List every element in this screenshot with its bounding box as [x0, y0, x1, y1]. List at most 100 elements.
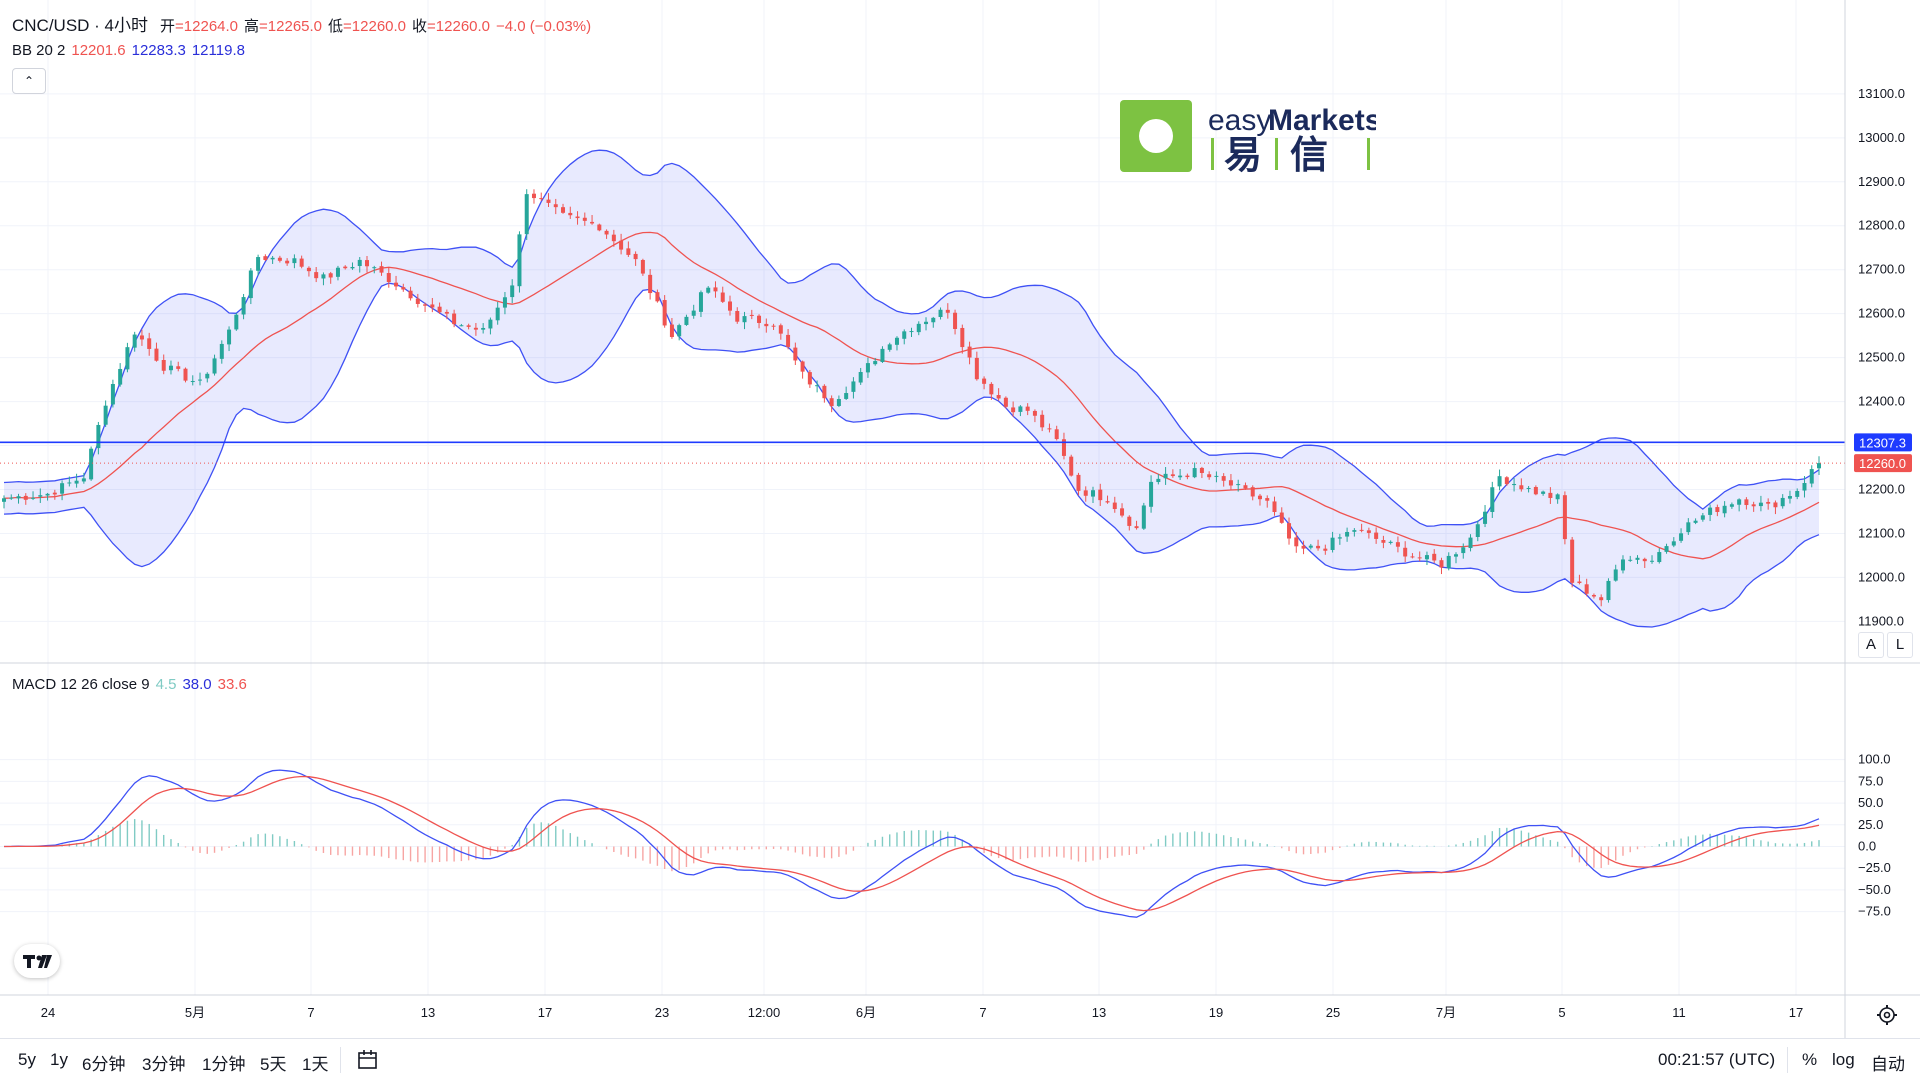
candle-body — [1185, 475, 1190, 478]
price-tick-label: 12600.0 — [1858, 306, 1905, 321]
candle-body — [1773, 502, 1778, 508]
timeframe-6m[interactable]: 6分钟 — [82, 1055, 126, 1074]
timeframe-5d[interactable]: 5天 — [260, 1055, 287, 1074]
candle-body — [67, 482, 72, 484]
percent-toggle[interactable]: % — [1802, 1050, 1818, 1069]
candle-body — [706, 287, 711, 293]
price-tick-label: 12800.0 — [1858, 218, 1905, 233]
toolbar-divider — [1787, 1047, 1788, 1073]
candle-body — [241, 297, 246, 315]
candle-body — [1170, 474, 1175, 477]
log-scale-button[interactable]: L — [1887, 632, 1913, 658]
macd-legend[interactable]: MACD 12 26 close 9 4.5 38.0 33.6 — [12, 676, 253, 693]
candle-body — [960, 327, 965, 348]
bb-legend[interactable]: BB 20 2 12201.6 12283.3 12119.8 — [12, 42, 251, 59]
candle-body — [1061, 439, 1066, 456]
candle-body — [633, 253, 638, 260]
candle-body — [234, 314, 239, 330]
candle-body — [459, 325, 464, 327]
candle-body — [865, 363, 870, 373]
candle-body — [1323, 548, 1328, 551]
candle-body — [1620, 559, 1625, 571]
signal-line — [4, 775, 1820, 912]
open-value: =12264.0 — [175, 18, 239, 35]
last-price-tag — [1854, 454, 1912, 473]
collapse-legend-button[interactable]: ⌃ — [12, 68, 46, 94]
macd-value: 38.0 — [182, 676, 212, 693]
hline-price-tag — [1854, 433, 1912, 452]
candle-body — [1337, 537, 1342, 539]
candle-body — [1555, 494, 1560, 500]
candle-body — [350, 266, 355, 269]
candle-body — [662, 300, 667, 326]
calendar-range-icon[interactable] — [356, 1048, 380, 1077]
candle-body — [510, 285, 515, 298]
candle-body — [967, 346, 972, 358]
time-tick-label: 17 — [1789, 1005, 1803, 1020]
candle-body — [306, 267, 311, 272]
candle-body — [1541, 491, 1546, 494]
bb-name: BB 20 2 — [12, 42, 66, 59]
candle-body — [619, 240, 624, 250]
auto-scale-button[interactable]: A — [1858, 632, 1884, 658]
candle-body — [335, 267, 340, 277]
candle-body — [1512, 483, 1517, 486]
candle-body — [894, 337, 899, 345]
candle-body — [1272, 501, 1277, 512]
candle-body — [1330, 537, 1335, 550]
symbol-title[interactable]: CNC/USD · 4小时 — [12, 16, 149, 35]
candle-body — [1403, 547, 1408, 557]
candle-body — [110, 384, 115, 405]
candle-body — [1163, 473, 1168, 479]
candle-body — [248, 270, 253, 299]
candle-body — [103, 405, 108, 425]
candle-body — [1149, 481, 1154, 507]
macd-tick-label: 100.0 — [1858, 752, 1891, 767]
settings-gear-icon[interactable] — [1876, 1004, 1898, 1026]
auto-toggle[interactable]: 自动 — [1871, 1055, 1905, 1074]
candle-body — [1076, 474, 1081, 491]
candle-body — [328, 273, 333, 278]
timeframe-1m[interactable]: 1分钟 — [202, 1055, 246, 1074]
timeframe-1d[interactable]: 1天 — [302, 1055, 329, 1074]
tradingview-logo[interactable] — [14, 944, 60, 978]
timeframe-3m[interactable]: 3分钟 — [142, 1055, 186, 1074]
candle-body — [844, 393, 849, 399]
candle-body — [1069, 456, 1074, 476]
utc-clock[interactable]: 00:21:57 (UTC) — [1658, 1050, 1776, 1069]
candle-body — [1817, 463, 1821, 469]
macd-tick-label: −50.0 — [1858, 882, 1891, 897]
candle-body — [1236, 484, 1241, 486]
log-toggle[interactable]: log — [1832, 1050, 1855, 1069]
candle-body — [1700, 515, 1705, 520]
candle-body — [713, 287, 718, 292]
candle-body — [1134, 526, 1139, 529]
candle-body — [1221, 476, 1226, 481]
price-tick-label: 12500.0 — [1858, 350, 1905, 365]
candle-body — [1693, 520, 1698, 523]
candle-body — [1809, 469, 1814, 484]
bollinger-basis-line — [3, 231, 1820, 560]
price-tick-label: 12900.0 — [1858, 174, 1905, 189]
timeframe-1y[interactable]: 1y — [50, 1050, 68, 1069]
last-price-tag-text: 12260.0 — [1859, 456, 1906, 471]
candle-body — [1156, 478, 1161, 483]
candle-body — [132, 334, 137, 348]
timeframe-5y[interactable]: 5y — [18, 1050, 36, 1069]
price-tick-label: 12200.0 — [1858, 482, 1905, 497]
bb-basis-value: 12201.6 — [71, 42, 126, 59]
candle-body — [1642, 558, 1647, 562]
time-tick-label: 17 — [538, 1005, 552, 1020]
candle-body — [982, 378, 987, 384]
price-tick-label: 11900.0 — [1858, 613, 1904, 628]
candle-body — [1519, 485, 1524, 490]
symbol-legend: CNC/USD · 4小时 开=12264.0 高=12265.0 低=12260.0… — [12, 11, 597, 36]
candle-body — [1758, 502, 1763, 507]
candle-body — [270, 257, 275, 260]
candle-body — [931, 317, 936, 323]
candle-body — [720, 292, 725, 302]
candle-body — [401, 287, 406, 290]
candle-body — [1715, 507, 1720, 513]
candle-body — [561, 207, 566, 213]
